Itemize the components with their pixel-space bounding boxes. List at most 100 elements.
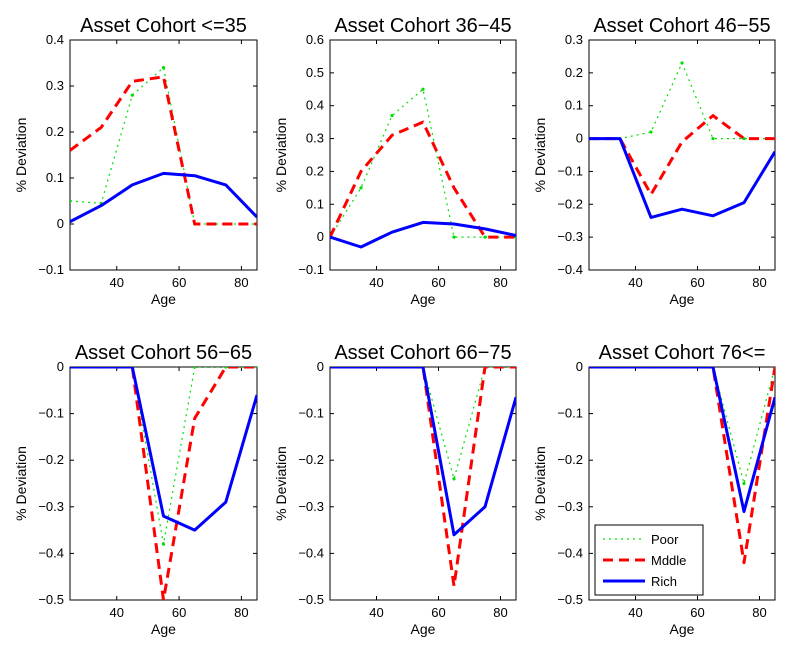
y-axis-label: % Deviation bbox=[13, 118, 29, 193]
y-tick-label: 0.4 bbox=[46, 32, 64, 47]
y-tick-label: 0 bbox=[317, 359, 324, 374]
data-point-poor bbox=[452, 477, 456, 481]
series-line-rich bbox=[330, 367, 516, 537]
plot-area bbox=[69, 366, 258, 601]
series-line-rich bbox=[589, 367, 775, 513]
y-tick-label: −0.1 bbox=[298, 262, 324, 277]
data-point-poor bbox=[680, 61, 684, 65]
chart-panel-4: 40 60 80 −0.5 −0.4 −0.3 −0.2 −0.1 0 Asset Cohort … bbox=[13, 342, 258, 637]
legend-label-mddle: Mddle bbox=[651, 553, 686, 568]
x-axis-label: Age bbox=[670, 291, 695, 307]
y-tick-label: 0.2 bbox=[46, 124, 64, 139]
y-tick-label: −0.5 bbox=[557, 592, 583, 607]
x-tick-label: 80 bbox=[234, 605, 248, 620]
y-tick-label: 0.3 bbox=[565, 32, 583, 47]
y-tick-label: 0.2 bbox=[565, 65, 583, 80]
data-point-poor bbox=[161, 66, 166, 70]
y-tick-label: 0 bbox=[576, 131, 583, 146]
x-tick-label: 80 bbox=[493, 275, 507, 290]
y-tick-label: 0 bbox=[57, 216, 64, 231]
y-axis-label: % Deviation bbox=[273, 118, 289, 193]
chart-title: Asset Cohort 36−45 bbox=[334, 15, 511, 37]
y-tick-label: −0.5 bbox=[298, 592, 324, 607]
y-tick-label: −0.4 bbox=[38, 545, 64, 560]
y-tick-label: 0.1 bbox=[565, 98, 583, 113]
y-tick-label: 0.3 bbox=[306, 131, 324, 146]
data-point-poor bbox=[224, 367, 228, 369]
data-point-poor bbox=[452, 235, 456, 239]
x-tick-label: 40 bbox=[110, 275, 124, 290]
y-tick-label: −0.1 bbox=[557, 406, 583, 421]
y-tick-label: 0 bbox=[576, 359, 583, 374]
y-tick-label: 0.2 bbox=[306, 163, 324, 178]
y-tick-label: −0.1 bbox=[298, 406, 324, 421]
data-point-poor bbox=[483, 235, 487, 239]
plot-area bbox=[588, 39, 776, 271]
chart-panel-6: 40 60 80 −0.5 −0.4 −0.3 −0.2 −0.1 0 Asset Cohort … bbox=[532, 342, 776, 637]
y-tick-label: −0.2 bbox=[38, 452, 64, 467]
chart-panel-5: 40 60 80 −0.5 −0.4 −0.3 −0.2 −0.1 0 Asset Cohort … bbox=[273, 342, 517, 637]
y-tick-label: −0.4 bbox=[557, 262, 583, 277]
y-tick-label: 0.1 bbox=[306, 196, 324, 211]
y-tick-label: −0.3 bbox=[298, 499, 324, 514]
x-tick-label: 80 bbox=[493, 605, 507, 620]
series-line-rich bbox=[589, 137, 775, 219]
chart-title: Asset Cohort <=35 bbox=[80, 15, 247, 37]
x-tick-label: 40 bbox=[369, 605, 383, 620]
x-tick-label: 40 bbox=[628, 275, 642, 290]
series-line-mddle bbox=[330, 120, 516, 239]
y-axis-label: % Deviation bbox=[532, 118, 548, 193]
y-axis-label: % Deviation bbox=[13, 446, 29, 521]
x-axis-label: Age bbox=[670, 621, 695, 637]
chart-title: Asset Cohort 56−65 bbox=[75, 342, 252, 364]
x-tick-label: 80 bbox=[752, 275, 766, 290]
x-axis-label: Age bbox=[411, 621, 436, 637]
series-line-mddle bbox=[589, 367, 775, 565]
y-tick-label: −0.2 bbox=[557, 452, 583, 467]
chart-panel-1: 40 60 80 −0.1 0 0.1 0.2 0.3 0.4 Asset Cohort <=35… bbox=[13, 15, 258, 307]
data-point-poor bbox=[421, 87, 425, 91]
x-tick-label: 80 bbox=[752, 605, 766, 620]
data-point-poor bbox=[193, 367, 197, 369]
plot-area bbox=[329, 39, 517, 271]
data-point-poor bbox=[649, 130, 653, 134]
data-point-poor bbox=[70, 199, 72, 203]
y-axis-label: % Deviation bbox=[532, 446, 548, 521]
y-tick-label: −0.1 bbox=[38, 406, 64, 421]
x-axis-label: Age bbox=[151, 621, 176, 637]
y-tick-label: −0.4 bbox=[298, 545, 324, 560]
data-point-poor bbox=[130, 93, 134, 97]
y-tick-label: −0.2 bbox=[298, 452, 324, 467]
x-axis-label: Age bbox=[411, 291, 436, 307]
y-tick-label: −0.3 bbox=[38, 499, 64, 514]
y-axis-label: % Deviation bbox=[273, 446, 289, 521]
y-tick-label: −0.2 bbox=[557, 196, 583, 211]
x-axis-label: Age bbox=[151, 291, 176, 307]
legend-label-poor: Poor bbox=[651, 532, 679, 547]
y-tick-label: 0 bbox=[57, 359, 64, 374]
legend: Poor Mddle Rich bbox=[594, 524, 704, 596]
chart-title: Asset Cohort 76<= bbox=[599, 342, 766, 364]
series-line-rich bbox=[70, 171, 257, 224]
legend-label-rich: Rich bbox=[651, 574, 677, 589]
y-tick-label: 0.5 bbox=[306, 65, 324, 80]
data-point-poor bbox=[161, 542, 166, 546]
x-tick-label: 60 bbox=[431, 605, 445, 620]
data-point-poor bbox=[742, 481, 746, 486]
x-tick-label: 40 bbox=[628, 605, 642, 620]
y-tick-label: −0.4 bbox=[557, 545, 583, 560]
y-tick-label: 0.4 bbox=[306, 98, 324, 113]
y-tick-label: −0.3 bbox=[557, 229, 583, 244]
chart-title: Asset Cohort 46−55 bbox=[593, 15, 770, 37]
plot-area bbox=[69, 39, 258, 271]
y-tick-label: 0 bbox=[317, 229, 324, 244]
chart-title: Asset Cohort 66−75 bbox=[334, 342, 511, 364]
y-tick-label: 0.6 bbox=[306, 32, 324, 47]
y-tick-label: 0.1 bbox=[46, 170, 64, 185]
y-tick-label: −0.3 bbox=[557, 499, 583, 514]
data-point-poor bbox=[255, 367, 257, 369]
y-tick-label: −0.1 bbox=[557, 163, 583, 178]
series-line-rich bbox=[330, 220, 516, 249]
x-tick-label: 60 bbox=[690, 605, 704, 620]
